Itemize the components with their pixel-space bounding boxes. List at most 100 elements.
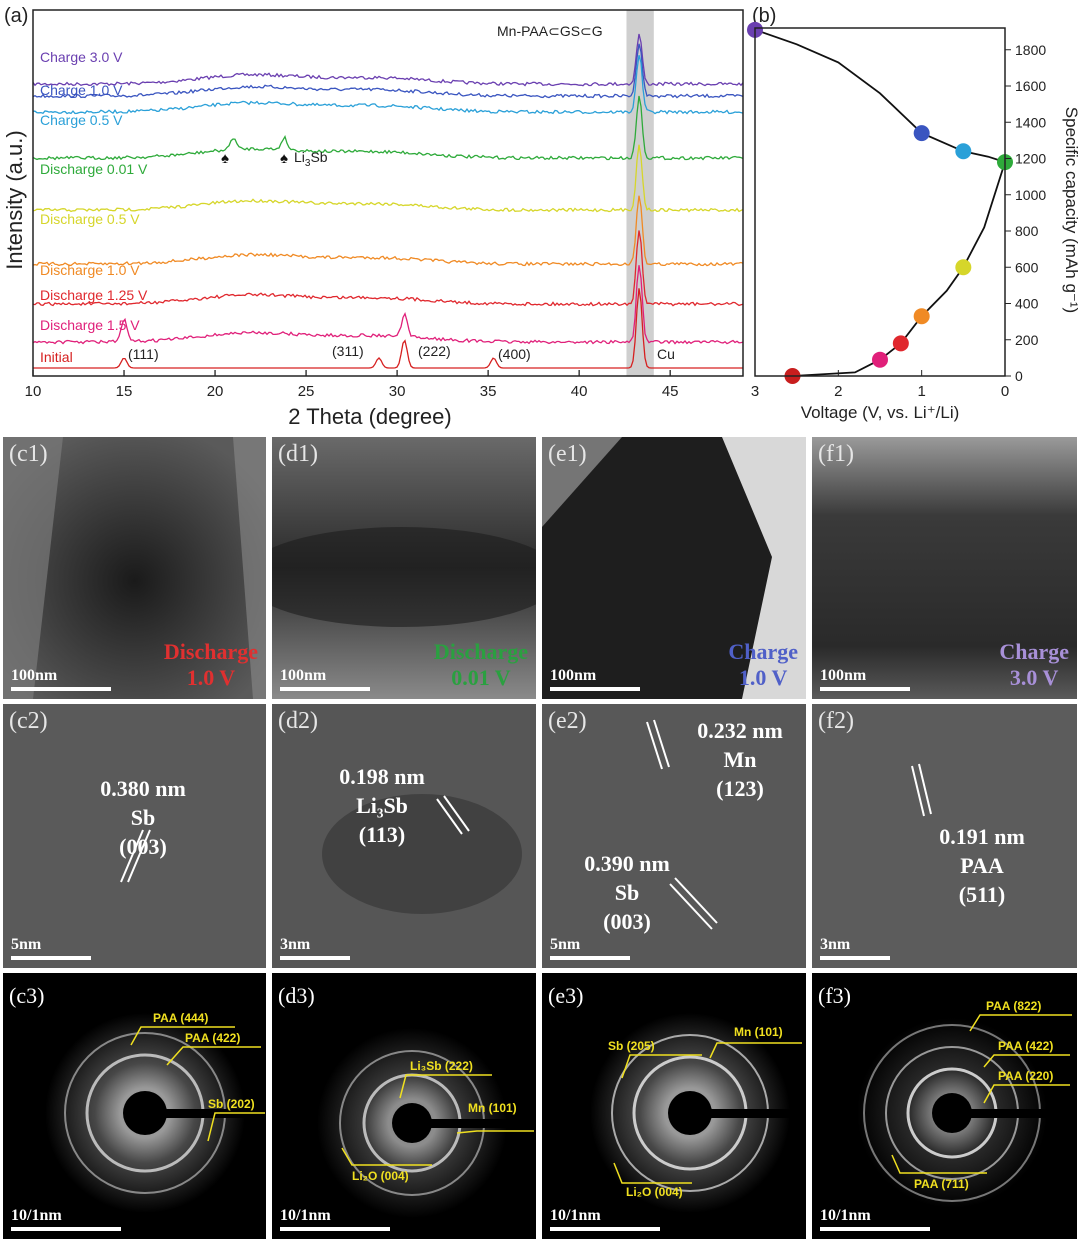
hrtem-image-d2: (d2) 0.198 nm Li₃Sb (113) 3nm xyxy=(272,704,536,968)
panel-label: (d2) xyxy=(278,708,318,734)
capacity-y-tick-label: 1600 xyxy=(1015,78,1046,94)
capacity-x-tick-label: 3 xyxy=(751,383,759,400)
xrd-x-tick-label: 20 xyxy=(207,383,224,400)
saed-rings xyxy=(857,1014,1077,1208)
capacity-x-tick-label: 0 xyxy=(1001,383,1009,400)
li3sb-label: Li3Sb xyxy=(294,149,328,169)
condition-caption: Charge 1.0 V xyxy=(728,639,798,690)
xrd-plot: Charge 3.0 V Charge 1.0 V Charge 0.5 V Disc… xyxy=(32,10,744,376)
xrd-series-line xyxy=(32,230,744,307)
capacity-plot xyxy=(747,21,1013,384)
capacity-y-axis-label: Specific capacity (mAh g⁻¹) xyxy=(1062,107,1080,313)
xrd-x-tick-label: 35 xyxy=(480,383,497,400)
scale-bar: 10/1nm xyxy=(550,1207,660,1231)
capacity-point xyxy=(913,125,930,142)
d-spacing-label-1: 0.232 nm Mn (123) xyxy=(697,718,783,801)
hrtem-image-c2: (c2) 0.380 nm Sb (003) 5nm xyxy=(3,704,266,968)
capacity-y-tick-label: 1200 xyxy=(1015,151,1046,167)
xrd-series-line xyxy=(33,55,744,115)
scale-bar: 100nm xyxy=(280,667,370,691)
peak-label-222: (222) xyxy=(418,343,451,359)
xrd-series-label: Charge 1.0 V xyxy=(40,82,123,98)
capacity-y-tick-label: 0 xyxy=(1015,368,1023,384)
peak-label-311: (311) xyxy=(332,343,364,359)
tem-texture xyxy=(542,437,806,699)
xrd-y-axis-label: Intensity (a.u.) xyxy=(2,130,27,269)
condition-caption: Charge 3.0 V xyxy=(999,639,1069,690)
ring-label: PAA (422) xyxy=(185,1031,241,1045)
panel-label: (e1) xyxy=(548,441,587,467)
capacity-curve xyxy=(754,28,1007,377)
capacity-y-tick-label: 200 xyxy=(1015,332,1039,348)
capacity-y-tick-label: 1800 xyxy=(1015,42,1046,58)
scale-bar: 5nm xyxy=(550,936,630,960)
tem-texture xyxy=(272,437,536,699)
saed-rings xyxy=(45,1013,266,1213)
panel-label: (e2) xyxy=(548,708,587,734)
capacity-y-tick-label: 1400 xyxy=(1015,114,1046,130)
capacity-ticks: 3 2 1 00 200 400 600 800 1000 1200 1400 1600 1800 xyxy=(751,42,1047,400)
ring-label: PAA (822) xyxy=(986,999,1042,1013)
xrd-series-line xyxy=(32,144,744,213)
d-spacing-label: 0.380 nm Sb (003) xyxy=(100,776,186,859)
d-spacing-label: 0.191 nm PAA (511) xyxy=(939,824,1025,907)
xrd-series-line xyxy=(32,95,744,161)
saed-rings xyxy=(590,1013,806,1213)
saed-pattern-f3: (f3) PAA (822) PAA (422) PAA (220) PAA (… xyxy=(812,973,1077,1239)
saed-pattern-c3: (c3) PAA (444) PAA (422) Sb (202) 10/1nm xyxy=(3,973,266,1239)
d-spacing-label: 0.198 nm Li₃Sb (113) xyxy=(339,764,425,847)
scale-bar: 3nm xyxy=(820,936,890,960)
scale-bar: 5nm xyxy=(11,936,91,960)
hrtem-image-f2: (f2) 0.191 nm PAA (511) 3nm xyxy=(812,704,1077,968)
panel-b-label: (b) xyxy=(752,5,776,27)
xrd-series-label: Discharge 0.5 V xyxy=(40,211,140,227)
panel-label: (c1) xyxy=(9,441,48,467)
xrd-series-line xyxy=(32,43,744,99)
xrd-series-label: Charge 0.5 V xyxy=(40,112,123,128)
xrd-series-label: Discharge 0.01 V xyxy=(40,161,148,177)
capacity-point xyxy=(872,351,888,368)
capacity-y-tick-label: 600 xyxy=(1015,259,1039,275)
capacity-point xyxy=(913,308,930,325)
xrd-series-label: Charge 3.0 V xyxy=(40,49,123,65)
peak-label-111: (111) xyxy=(128,346,159,362)
li3sb-marker: ♠ xyxy=(221,150,229,167)
capacity-y-tick-label: 400 xyxy=(1015,296,1039,312)
saed-rings xyxy=(317,1028,536,1218)
scale-bar: 10/1nm xyxy=(280,1207,390,1231)
capacity-y-tick-label: 800 xyxy=(1015,223,1039,239)
peak-label-400: (400) xyxy=(498,346,531,362)
capacity-plot-frame xyxy=(754,27,1006,377)
xrd-x-tick-label: 45 xyxy=(662,383,679,400)
ring-label: Sb (202) xyxy=(208,1097,255,1111)
capacity-point xyxy=(892,335,909,352)
xrd-x-tick-label: 30 xyxy=(389,383,406,400)
panel-label: (c3) xyxy=(9,983,45,1008)
xrd-series-line xyxy=(32,195,744,267)
ring-label: PAA (422) xyxy=(998,1039,1054,1053)
tem-image-d1: (d1) 100nm Discharge 0.01 V xyxy=(272,437,536,699)
capacity-x-tick-label: 2 xyxy=(834,383,842,400)
scale-bar: 100nm xyxy=(550,667,640,691)
saed-pattern-e3: (e3) Sb (205) Mn (101) Li₂O (004) 10/1nm xyxy=(542,973,806,1239)
xrd-plot-frame xyxy=(32,9,744,377)
tem-image-c1: (c1) 100nm Discharge 1.0 V xyxy=(3,437,266,699)
condition-caption: Discharge 1.0 V xyxy=(163,639,258,690)
ring-label: Li₂O (004) xyxy=(352,1169,409,1183)
hrtem-lattice xyxy=(3,704,266,968)
hrtem-lattice xyxy=(272,704,536,968)
xrd-series-line xyxy=(33,288,743,369)
cu-label: Cu xyxy=(657,346,675,362)
panel-label: (d3) xyxy=(278,983,315,1008)
panel-label: (e3) xyxy=(548,983,584,1008)
capacity-y-tick-label: 1000 xyxy=(1015,187,1046,203)
tem-texture xyxy=(812,437,1077,699)
scale-bar: 10/1nm xyxy=(820,1207,930,1231)
capacity-x-tick-label: 1 xyxy=(917,383,925,400)
ring-label: Li₂O (004) xyxy=(626,1185,683,1199)
ring-label: Li₃Sb (222) xyxy=(410,1059,473,1073)
scale-bar: 100nm xyxy=(820,667,910,691)
sample-label: Mn-PAA⊂GS⊂G xyxy=(497,23,603,39)
scale-bar: 100nm xyxy=(11,667,111,691)
capacity-point xyxy=(955,143,972,160)
